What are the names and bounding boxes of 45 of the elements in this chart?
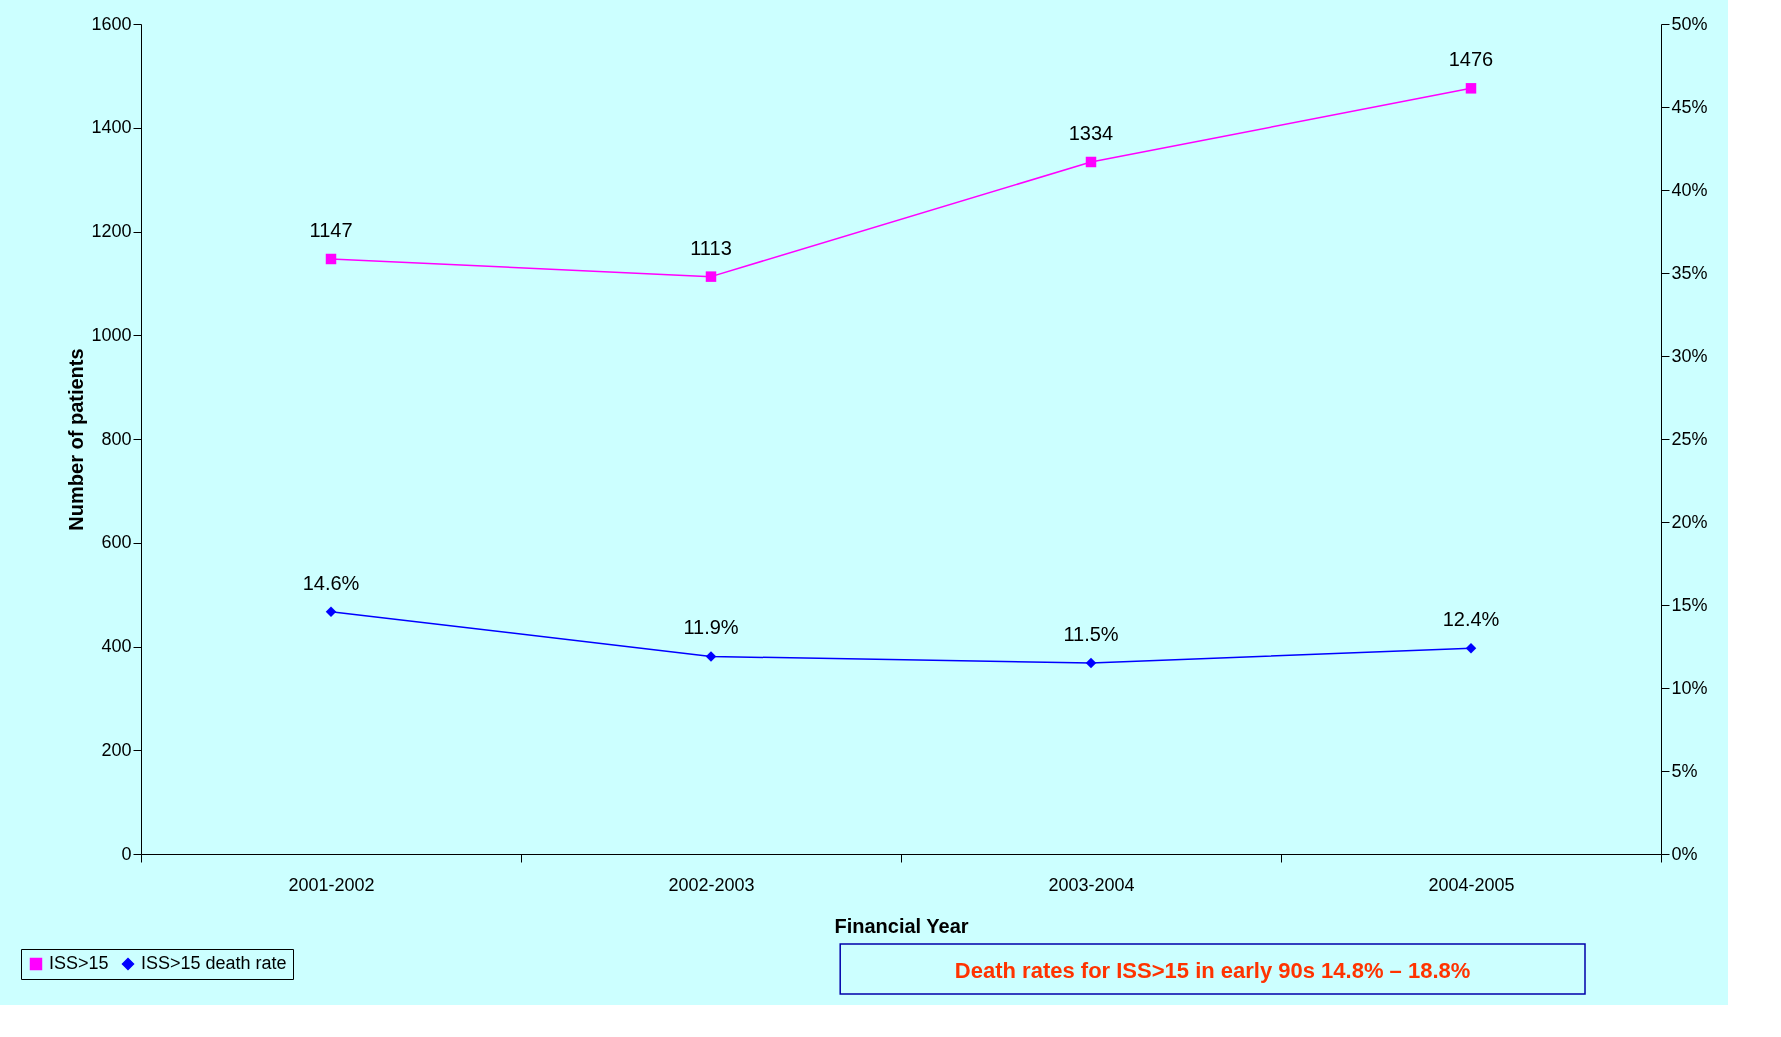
point: [705, 651, 717, 662]
y-tick-label: 0: [121, 843, 132, 864]
data-label: 12.4%: [1442, 608, 1500, 631]
point: [1085, 156, 1097, 168]
y2-tick-label: 40%: [1671, 179, 1708, 200]
y2-tick-label: 25%: [1671, 428, 1708, 449]
y-tick-label: 1200: [91, 221, 132, 241]
data-label: 1334: [1068, 121, 1114, 144]
point: [325, 606, 337, 617]
text: Death rates for ISS>15 in early 90s 14.8% – 18.8%: [954, 958, 1471, 983]
data-label: 1113: [690, 236, 732, 259]
y2-tick-label: 35%: [1671, 262, 1708, 283]
y-tick-label: 1600: [91, 13, 132, 34]
x-axis-title: Financial Year: [834, 914, 969, 937]
x-tick-label: 2001-2002: [288, 874, 375, 895]
y2-tick-label: 45%: [1671, 96, 1708, 117]
x-tick-label: 2003-2004: [1048, 874, 1135, 895]
data-label: 14.6%: [302, 571, 360, 594]
y-tick-label: 1000: [91, 324, 132, 345]
y-tick-label: 600: [101, 532, 132, 553]
y2-tick-label: 0%: [1671, 843, 1698, 864]
y2-tick-label: 30%: [1671, 345, 1708, 366]
legend-label: ISS>15 death rate: [141, 953, 287, 973]
y-tick-label: 400: [101, 636, 132, 656]
data-label: 1147: [309, 218, 353, 241]
y2-tick-label: 5%: [1671, 760, 1698, 781]
y2-tick-label: 20%: [1671, 511, 1708, 532]
y-tick-label: 1400: [91, 117, 132, 138]
data-label: 1476: [1448, 48, 1494, 71]
y2-tick-label: 50%: [1671, 13, 1708, 34]
point: [325, 253, 337, 265]
y-axis-title: Number of patients: [65, 348, 88, 531]
x-tick-label: 2004-2005: [1428, 874, 1515, 895]
y2-tick-label: 10%: [1671, 677, 1708, 698]
data-label: 11.9%: [683, 616, 739, 639]
data-label: 11.5%: [1063, 623, 1119, 646]
y-tick-label: 200: [101, 739, 132, 760]
point: [1465, 83, 1477, 94]
y-tick-label: 800: [101, 428, 132, 449]
point: [705, 271, 717, 282]
point: [1465, 642, 1477, 654]
legend-label: ISS>15: [49, 953, 109, 973]
y2-tick-label: 15%: [1671, 594, 1708, 615]
x-tick-label: 2002-2003: [668, 874, 755, 895]
point: [1085, 657, 1097, 669]
